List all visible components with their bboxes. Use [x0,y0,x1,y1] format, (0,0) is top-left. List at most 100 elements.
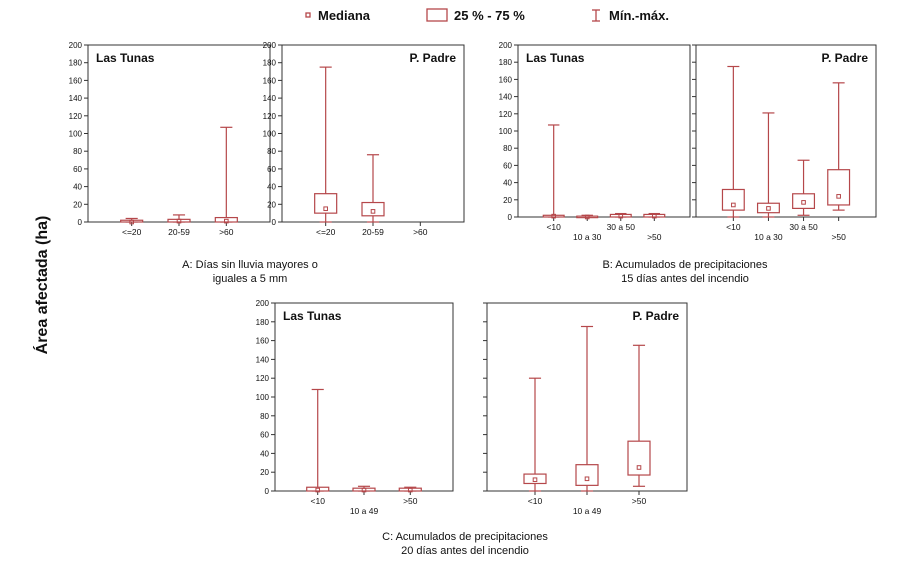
median-marker [584,476,590,482]
y-tick-label: 160 [256,337,270,346]
panel-C-p-padre: P. Padre <10 10 a 49 >50 [483,302,688,516]
y-tick-label: 140 [263,94,277,103]
y-tick-label: 20 [267,200,276,209]
y-tick-label: 40 [267,183,276,192]
y-tick-label: 40 [73,183,82,192]
y-tick-label: 140 [256,355,270,364]
box-2 [398,486,422,493]
iqr-box [721,188,745,211]
legend: Mediana 25 % - 75 % Mín.-máx. [305,8,669,23]
y-tick-label: 80 [260,412,269,421]
median-marker [176,218,182,224]
iqr-box [542,214,565,218]
median-marker [407,487,413,493]
x-tick-label: 10 a 49 [350,506,379,516]
y-tick-label: 200 [499,41,513,50]
x-tick-label: 20-59 [362,227,384,237]
y-tick-label: 200 [256,299,270,308]
y-tick-label: 160 [69,76,83,85]
panel-frame [517,44,691,218]
x-tick-label: 20-59 [168,227,190,237]
y-axis-title: Área afectada (ha) [32,216,51,355]
panel-C-las-tunas: 0 20 40 60 80 100 120 140 160 180 200 Las Tunas <10 1… [256,299,454,516]
caption-C-line1: C: Acumulados de precipitaciones [382,531,548,543]
iqr-box [627,440,651,476]
y-tick-label: 180 [69,59,83,68]
median-marker [766,206,771,211]
x-tick-label: >50 [403,496,418,506]
x-tick-label: <10 [546,222,561,232]
median-marker [801,200,806,205]
y-tick-label: 80 [267,147,276,156]
iqr-box [792,193,816,209]
median-marker [323,206,328,212]
y-tick-label: 20 [260,468,269,477]
y-tick-label: 180 [263,59,277,68]
legend-iqr-label: 25 % - 75 % [454,8,525,23]
iqr-box [314,193,338,214]
median-marker [129,219,134,225]
y-tick-label: 140 [499,93,513,102]
y-tick-label: 0 [508,213,513,222]
y-tick-label: 0 [265,487,270,496]
box-1 [576,214,599,220]
legend-iqr-marker [426,8,448,22]
x-tick-label: >60 [219,227,234,237]
caption-B-line2: 15 días antes del incendio [621,273,749,285]
panel-title: Las Tunas [96,51,155,65]
iqr-box [756,202,780,214]
panel-title: Las Tunas [526,51,585,65]
median-marker [370,209,376,214]
box-2 [214,126,238,224]
y-tick-label: 60 [73,165,82,174]
caption-B-line1: B: Acumulados de precipitaciones [602,259,768,271]
caption-C-line2: 20 días antes del incendio [401,545,529,557]
caption-A-line1: A: Días sin lluvia mayores o [182,259,318,271]
median-marker [315,487,321,493]
box-0 [721,65,745,218]
panel-title: Las Tunas [283,309,342,323]
panel-B-las-tunas: 0 20 40 60 80 100 120 140 160 180 200 Las Tunas <10 1… [499,41,691,242]
x-tick-label: >60 [413,227,428,237]
y-tick-label: 100 [256,393,270,402]
box-2 [792,159,816,216]
y-tick-label: 180 [499,58,513,67]
median-marker [618,213,624,219]
box-0 [306,388,330,493]
box-0 [120,217,144,225]
x-tick-label: >50 [831,232,846,242]
y-tick-label: 20 [73,200,82,209]
median-marker [731,202,736,208]
panel-frame [87,44,271,223]
iqr-box [523,473,547,485]
panel-A-p-padre: 0 20 40 60 80 100 120 140 160 180 200 P. Padre <=20 2… [263,41,465,237]
legend-median-marker [305,12,311,18]
panel-title: P. Padre [633,309,680,323]
x-tick-label: 10 a 49 [573,506,602,516]
x-tick-label: <10 [726,222,741,232]
box-3 [827,82,851,211]
x-tick-label: <=20 [122,227,142,237]
y-tick-label: 120 [69,112,83,121]
median-marker [636,465,642,470]
legend-range-marker [592,9,600,22]
x-tick-label: 30 a 50 [789,222,818,232]
y-tick-label: 40 [260,449,269,458]
x-tick-label: >50 [647,232,662,242]
y-tick-label: 40 [503,179,512,188]
y-tick-label: 180 [256,318,270,327]
caption-C: C: Acumulados de precipitaciones 20 días… [382,531,548,557]
y-tick-label: 200 [69,41,83,50]
y-tick-label: 140 [69,94,83,103]
iqr-box [306,486,330,492]
y-tick-label: 60 [503,161,512,170]
panel-frame [274,302,454,492]
x-tick-label: <10 [528,496,543,506]
box-1 [352,485,376,493]
y-tick-label: 120 [499,110,513,119]
median-marker [584,214,590,220]
legend-range-label: Mín.-máx. [609,8,669,23]
box-0 [523,377,547,492]
panel-title: P. Padre [410,51,457,65]
